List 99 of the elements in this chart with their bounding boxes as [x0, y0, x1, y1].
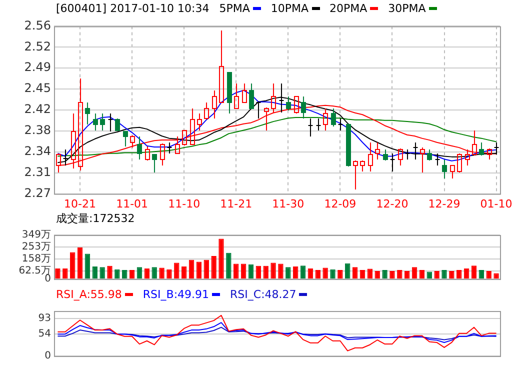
bar [234, 264, 239, 278]
x-tick-label: 01-10 [480, 197, 512, 210]
bar [367, 268, 373, 278]
candlestick [368, 142, 373, 172]
bar [226, 252, 232, 278]
candlestick [264, 107, 269, 131]
bar [204, 260, 209, 278]
candlestick [190, 108, 195, 145]
x-tick-label: 11-10 [168, 197, 200, 210]
bar [152, 267, 157, 278]
y-tick-label: 0 [44, 274, 51, 285]
candlestick [442, 159, 447, 179]
candlestick [301, 96, 306, 119]
x-tick-label: 12-29 [428, 197, 460, 210]
bar [144, 268, 150, 278]
bar [308, 268, 314, 278]
y-tick-label: 2.49 [24, 60, 51, 74]
candlestick [375, 142, 380, 160]
y-tick-label: 54 [38, 328, 51, 340]
bar [211, 256, 216, 278]
bar [345, 263, 350, 278]
bar [100, 267, 105, 278]
y-tick-label: 2.52 [24, 39, 51, 54]
candlestick [123, 131, 128, 147]
legend-label: RSI_B:49.91 [142, 288, 210, 300]
bar [263, 266, 268, 278]
bar [278, 264, 284, 278]
candlestick [249, 83, 254, 109]
candlestick [212, 90, 217, 119]
legend-label: 20PMA [330, 2, 368, 14]
bar [256, 266, 262, 278]
chart-title: [600401] 2017-01-10 10:34 [56, 2, 210, 14]
legend-label: 10PMA [270, 2, 310, 14]
bar [159, 268, 164, 278]
bar [412, 267, 418, 278]
candlestick [152, 154, 157, 173]
bar [181, 266, 187, 278]
candlestick [100, 113, 105, 131]
bar [70, 252, 76, 278]
candlestick [234, 83, 239, 109]
y-tick-label: 93 [38, 312, 51, 324]
y-tick-label: 0 [44, 350, 51, 362]
bar [188, 260, 194, 278]
bar [77, 247, 83, 278]
chart-title: 成交量:172532 [56, 210, 135, 226]
legend-label: RSI_A:55.98 [56, 288, 123, 300]
candlestick [219, 30, 224, 103]
y-tick-label: 2.45 [24, 81, 51, 96]
x-tick-label: 12-09 [324, 197, 356, 210]
legend-label: RSI_C:48.27 [230, 288, 298, 300]
bar [218, 238, 224, 278]
candlestick [420, 147, 425, 173]
candlestick [323, 108, 328, 131]
bar [84, 254, 90, 278]
candlestick [472, 130, 477, 156]
bar [292, 266, 298, 278]
y-tick-label: 2.38 [24, 123, 51, 138]
x-tick-label: 11-01 [116, 197, 148, 210]
bar [471, 266, 477, 278]
candlestick [93, 113, 98, 131]
bar [248, 264, 254, 278]
x-tick-label: 10-21 [64, 197, 96, 210]
bar [114, 269, 120, 278]
bar [174, 262, 180, 278]
legend-label: 5PMA [219, 2, 251, 14]
candlestick [450, 165, 455, 179]
bar [92, 266, 98, 278]
candlestick [353, 160, 358, 190]
x-tick-label: 12-20 [376, 197, 408, 210]
bar [62, 268, 68, 278]
x-tick-label: 11-30 [272, 197, 304, 210]
bar [286, 267, 291, 278]
bar [55, 268, 60, 278]
bar [136, 267, 142, 278]
candlestick [137, 136, 142, 160]
x-tick-label: 11-21 [220, 197, 252, 210]
candlestick [242, 83, 247, 103]
y-tick-label: 349万 [22, 230, 51, 241]
y-tick-label: 2.34 [24, 144, 51, 158]
candlestick [175, 136, 180, 154]
y-tick-label: 158万 [22, 254, 51, 265]
candlestick [85, 102, 90, 125]
bar [352, 267, 358, 278]
bar [107, 266, 112, 278]
bar [196, 262, 202, 278]
bar [322, 268, 328, 278]
bar [240, 264, 246, 278]
y-tick-label: 2.27 [24, 186, 51, 200]
bar [300, 266, 306, 278]
bar [270, 262, 276, 278]
y-tick-label: 2.42 [24, 102, 51, 116]
y-tick-label: 2.31 [24, 164, 51, 179]
bar [330, 269, 336, 278]
bar [464, 268, 470, 278]
candlestick [197, 113, 202, 131]
legend-label: 30PMA [388, 2, 427, 14]
y-tick-label: 2.56 [24, 18, 51, 32]
y-tick-label: 253万 [22, 242, 51, 253]
bar [166, 269, 172, 278]
